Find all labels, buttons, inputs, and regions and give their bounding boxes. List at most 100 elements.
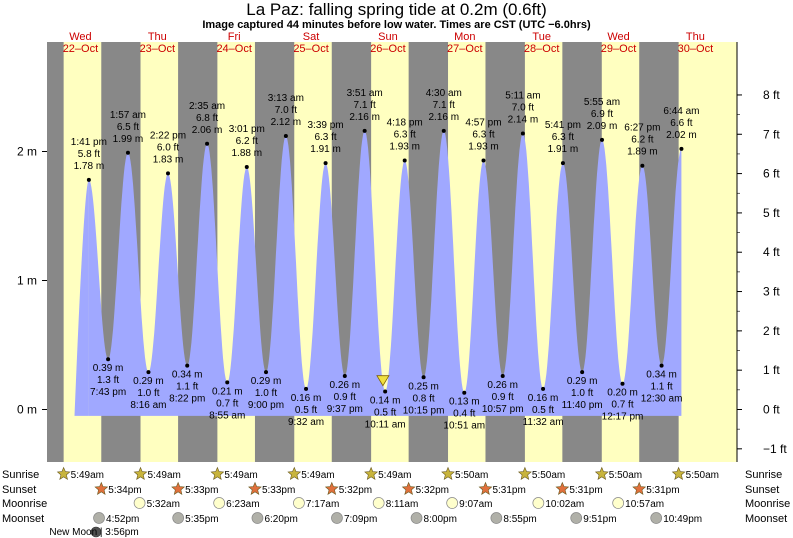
sunrise-icon [287, 466, 302, 480]
sunset-icon [324, 481, 339, 495]
low-tide-ft-label: 0.8 ft [412, 393, 434, 404]
moonrise-time-label: 10:02am [545, 499, 584, 510]
high-tide-m-label: 2.16 m [349, 112, 380, 123]
low-tide-m-label: 0.21 m [212, 386, 243, 397]
left-axis-tick-label: 0 m [17, 403, 37, 417]
tide-area-lead [74, 179, 89, 416]
day-labels: Wed22–OctThu23–OctFri24–OctSat25–OctSun2… [63, 31, 713, 55]
day-date-label: 30–Oct [678, 43, 713, 55]
high-tide-time-label: 3:13 am [268, 93, 304, 104]
right-axis-tick-label: 2 ft [763, 324, 780, 338]
low-tide-time-label: 12:17 pm [602, 412, 644, 423]
day-date-label: 22–Oct [63, 43, 98, 55]
sunset-icon [478, 481, 493, 495]
low-tide-ft-label: 0.5 ft [374, 407, 396, 418]
low-tide-time-label: 8:22 pm [169, 394, 205, 405]
day-weekday-label: Thu [686, 31, 705, 43]
high-tide-ft-label: 6.0 ft [157, 142, 179, 153]
moonrise-time-label: 8:11am [386, 499, 419, 510]
day-weekday-label: Wed [607, 31, 629, 43]
tide-extreme-labels: 1:41 pm5.8 ft1.78 m 0.39 m1.3 ft7:43 pm 1:… [71, 88, 700, 432]
moonset-time-label: 9:51pm [583, 514, 616, 525]
new-moon-label: New Moon | 3:56pm [49, 527, 138, 538]
tide-extreme-point [106, 357, 111, 362]
sunset-icon [555, 481, 570, 495]
high-tide-m-label: 1.88 m [231, 148, 262, 159]
low-tide-ft-label: 1.0 ft [571, 388, 593, 399]
tide-extreme-point [304, 386, 309, 391]
tide-extreme-point [481, 158, 486, 163]
high-tide-time-label: 4:18 pm [387, 118, 423, 129]
sunset-icon [94, 481, 109, 495]
chart-subtitle: Image captured 44 minutes before low wat… [202, 19, 591, 31]
sunrise-time-label: 5:50am [609, 470, 642, 481]
chart-axes: 0 m 1 m 2 m −1 ft 0 ft 1 ft 2 ft 3 ft 4 ft 5 ft 6 … [17, 42, 787, 462]
sunrise-time-label: 5:49am [71, 470, 104, 481]
low-tide-ft-label: 1.1 ft [176, 382, 198, 393]
moonset-icon [93, 512, 105, 524]
moonset-icon [251, 512, 264, 524]
low-tide-time-label: 11:32 am [523, 417, 564, 428]
day-date-label: 28–Oct [524, 43, 559, 55]
sunset-icon [248, 481, 262, 495]
low-tide-m-label: 0.20 m [607, 388, 638, 399]
low-tide-m-label: 0.16 m [528, 393, 559, 404]
high-tide-ft-label: 7.0 ft [275, 105, 297, 116]
sunset-time-label: 5:31pm [569, 485, 602, 496]
low-tide-m-label: 0.29 m [567, 376, 598, 387]
low-tide-ft-label: 1.3 ft [97, 375, 119, 386]
moonset-row-label-right: Moonset [745, 513, 787, 525]
tide-extreme-point [520, 131, 525, 136]
high-tide-m-label: 2.06 m [192, 125, 223, 136]
high-tide-time-label: 2:35 am [189, 101, 225, 112]
high-tide-time-label: 4:57 pm [465, 118, 501, 129]
sunrise-icon [671, 466, 686, 480]
tide-extreme-point [146, 370, 151, 375]
low-tide-time-label: 10:57 pm [482, 404, 524, 415]
low-tide-ft-label: 0.9 ft [334, 392, 356, 403]
low-tide-ft-label: 1.1 ft [650, 382, 672, 393]
moonset-time-label: 7:09pm [344, 514, 377, 525]
high-tide-time-label: 5:41 pm [545, 120, 581, 131]
high-tide-ft-label: 6.5 ft [117, 122, 139, 133]
high-tide-ft-label: 5.8 ft [78, 149, 100, 160]
sunset-icon [401, 481, 416, 495]
tide-extreme-point [383, 389, 388, 394]
tide-extreme-point [600, 137, 605, 142]
tide-extreme-point [421, 375, 426, 380]
moonset-time-label: 8:55pm [503, 514, 536, 525]
low-tide-time-label: 9:00 pm [248, 400, 284, 411]
day-weekday-label: Sun [378, 31, 398, 43]
high-tide-m-label: 2.12 m [271, 117, 302, 128]
day-weekday-label: Mon [454, 31, 475, 43]
day-weekday-label: Sat [303, 31, 320, 43]
low-tide-time-label: 7:43 pm [90, 387, 126, 398]
day-weekday-label: Wed [69, 31, 91, 43]
day-date-label: 24–Oct [216, 43, 251, 55]
high-tide-time-label: 5:11 am [505, 90, 540, 101]
high-tide-m-label: 1.78 m [74, 161, 105, 172]
tide-extreme-point [659, 363, 664, 368]
tide-extreme-point [185, 363, 190, 368]
tide-extreme-point [86, 177, 91, 182]
sunrise-time-label: 5:49am [224, 470, 257, 481]
low-tide-m-label: 0.39 m [93, 363, 124, 374]
day-date-label: 27–Oct [447, 43, 482, 55]
sunrise-icon [441, 466, 455, 480]
left-axis-tick-label: 1 m [17, 274, 37, 288]
low-tide-m-label: 0.16 m [291, 393, 322, 404]
high-tide-ft-label: 6.3 ft [552, 132, 574, 143]
low-tide-m-label: 0.29 m [133, 376, 164, 387]
high-tide-m-label: 1.83 m [153, 154, 184, 165]
sunset-time-label: 5:34pm [108, 485, 141, 496]
right-axis-tick-label: 8 ft [763, 88, 780, 102]
low-tide-time-label: 8:16 am [130, 400, 166, 411]
right-axis-tick-label: 6 ft [763, 167, 780, 181]
tide-extreme-point [640, 163, 645, 168]
low-tide-m-label: 0.29 m [251, 376, 282, 387]
high-tide-m-label: 1.91 m [310, 144, 341, 155]
high-tide-ft-label: 6.6 ft [670, 118, 692, 129]
tide-area [88, 130, 682, 416]
sunset-time-label: 5:31pm [646, 485, 679, 496]
